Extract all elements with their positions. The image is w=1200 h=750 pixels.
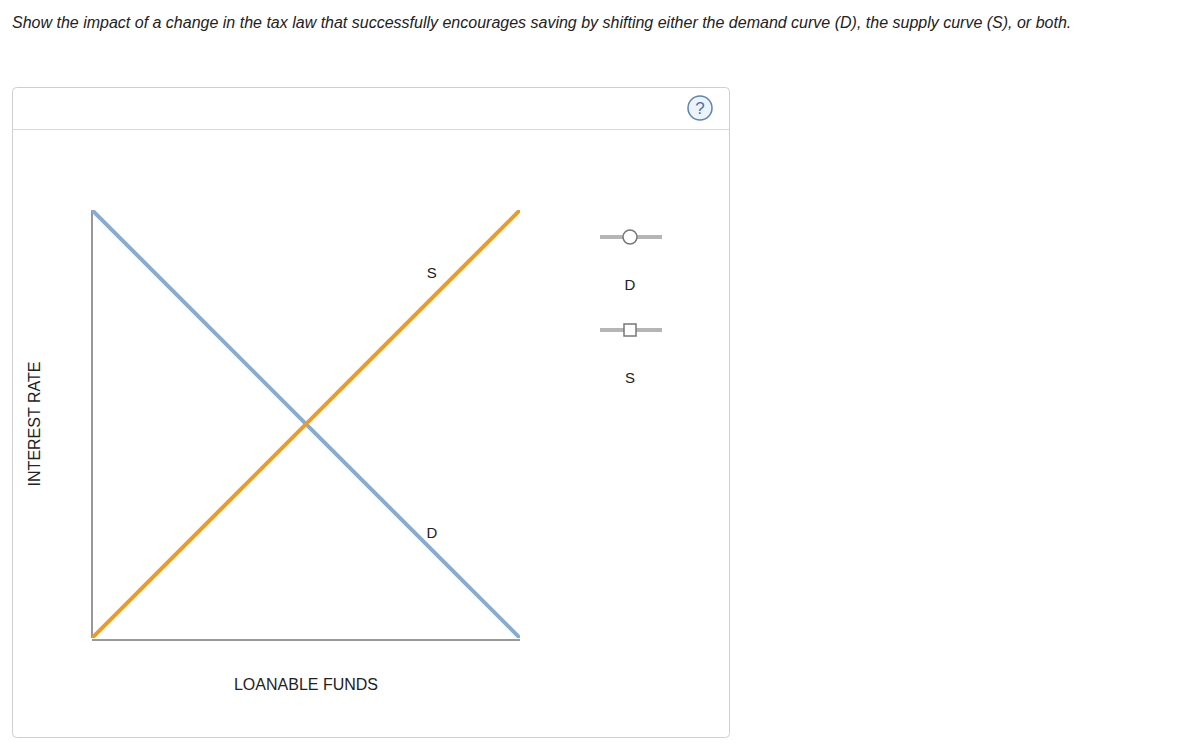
curve-labels: DS <box>426 264 437 541</box>
legend-marker <box>623 230 637 244</box>
legend: DS <box>600 230 662 386</box>
y-axis <box>92 210 93 638</box>
help-icon-text: ? <box>695 99 704 118</box>
x-axis <box>92 640 520 641</box>
y-axis-label: INTEREST RATE <box>26 362 43 487</box>
legend-item[interactable]: S <box>600 324 662 386</box>
legend-label: D <box>625 276 636 293</box>
help-icon[interactable] <box>688 96 712 120</box>
legend-marker <box>624 324 636 336</box>
curve-label: S <box>427 264 437 281</box>
plot-lines <box>92 210 520 638</box>
legend-label: S <box>625 369 635 386</box>
curve <box>92 210 520 638</box>
curve <box>92 210 520 638</box>
x-axis-label: LOANABLE FUNDS <box>234 676 378 693</box>
toolbar-divider <box>13 129 729 130</box>
chart: ?LOANABLE FUNDSINTEREST RATEDSDS <box>0 0 1200 750</box>
legend-item[interactable]: D <box>600 230 662 293</box>
title: Show the impact of a change in the tax l… <box>12 8 1190 38</box>
curve-label: D <box>426 524 437 541</box>
panel <box>13 88 730 738</box>
